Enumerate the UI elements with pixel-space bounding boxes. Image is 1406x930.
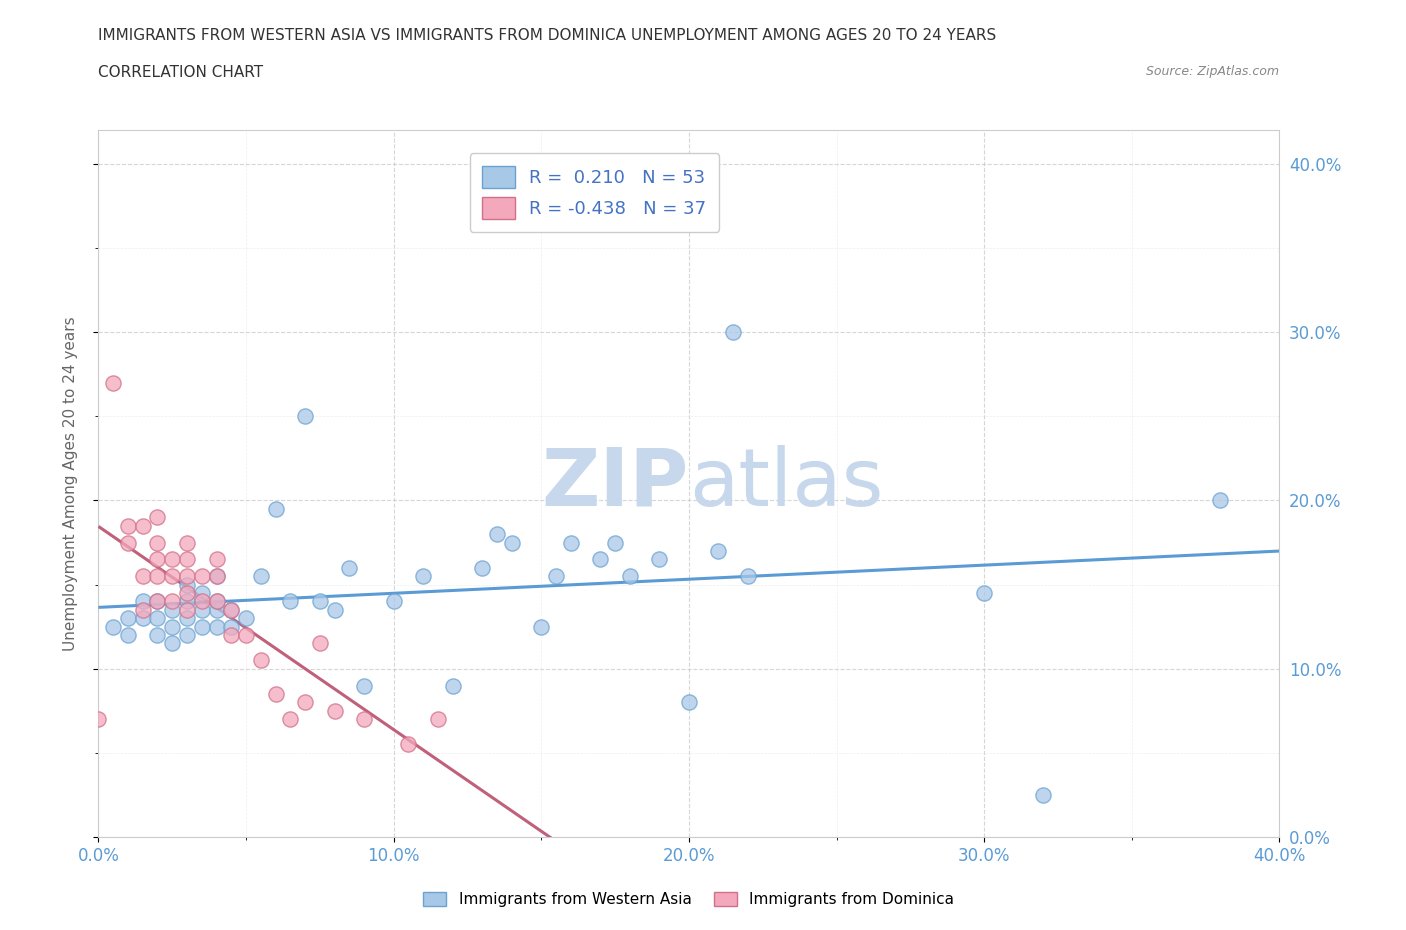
Point: [146, 510, 169, 525]
Point: [589, 551, 612, 566]
Point: [117, 535, 139, 550]
Point: [250, 569, 273, 584]
Point: [132, 611, 155, 626]
Text: atlas: atlas: [689, 445, 883, 523]
Point: [707, 543, 730, 558]
Point: [162, 636, 183, 651]
Point: [87, 711, 110, 726]
Point: [162, 551, 183, 566]
Point: [176, 569, 198, 584]
Legend: R =  0.210   N = 53, R = -0.438   N = 37: R = 0.210 N = 53, R = -0.438 N = 37: [470, 153, 718, 232]
Point: [560, 535, 582, 550]
Point: [176, 586, 198, 601]
Point: [309, 636, 332, 651]
Point: [605, 535, 627, 550]
Point: [205, 603, 228, 618]
Point: [132, 518, 155, 533]
Point: [973, 586, 995, 601]
Point: [723, 325, 745, 339]
Point: [146, 535, 169, 550]
Point: [619, 569, 641, 584]
Point: [162, 594, 183, 609]
Point: [219, 603, 242, 618]
Point: [441, 678, 464, 693]
Point: [353, 711, 375, 726]
Point: [278, 711, 302, 726]
Point: [132, 569, 155, 584]
Y-axis label: Unemployment Among Ages 20 to 24 years: Unemployment Among Ages 20 to 24 years: [63, 316, 77, 651]
Point: [103, 619, 125, 634]
Point: [546, 569, 568, 584]
Point: [1209, 493, 1232, 508]
Point: [117, 518, 139, 533]
Point: [205, 594, 228, 609]
Text: CORRELATION CHART: CORRELATION CHART: [98, 65, 263, 80]
Point: [146, 569, 169, 584]
Point: [412, 569, 434, 584]
Point: [294, 409, 316, 424]
Point: [471, 560, 494, 575]
Point: [678, 695, 700, 710]
Point: [146, 611, 169, 626]
Point: [323, 603, 346, 618]
Point: [339, 560, 360, 575]
Point: [737, 569, 759, 584]
Point: [382, 594, 405, 609]
Point: [235, 611, 257, 626]
Point: [132, 594, 155, 609]
Point: [117, 611, 139, 626]
Text: IMMIGRANTS FROM WESTERN ASIA VS IMMIGRANTS FROM DOMINICA UNEMPLOYMENT AMONG AGES: IMMIGRANTS FROM WESTERN ASIA VS IMMIGRAN…: [98, 28, 997, 43]
Text: Source: ZipAtlas.com: Source: ZipAtlas.com: [1146, 65, 1279, 78]
Point: [146, 628, 169, 643]
Point: [309, 594, 332, 609]
Point: [191, 569, 214, 584]
Point: [146, 594, 169, 609]
Point: [205, 619, 228, 634]
Point: [486, 526, 509, 541]
Legend: Immigrants from Western Asia, Immigrants from Dominica: Immigrants from Western Asia, Immigrants…: [418, 885, 960, 913]
Point: [191, 603, 214, 618]
Point: [205, 569, 228, 584]
Point: [132, 603, 155, 618]
Point: [250, 653, 273, 668]
Point: [235, 628, 257, 643]
Point: [146, 551, 169, 566]
Text: ZIP: ZIP: [541, 445, 689, 523]
Point: [219, 628, 242, 643]
Point: [294, 695, 316, 710]
Point: [205, 551, 228, 566]
Point: [191, 594, 214, 609]
Point: [162, 603, 183, 618]
Point: [427, 711, 450, 726]
Point: [219, 603, 242, 618]
Point: [117, 628, 139, 643]
Point: [146, 594, 169, 609]
Point: [205, 594, 228, 609]
Point: [353, 678, 375, 693]
Point: [176, 535, 198, 550]
Point: [1032, 788, 1054, 803]
Point: [264, 686, 287, 701]
Point: [162, 569, 183, 584]
Point: [205, 569, 228, 584]
Point: [103, 375, 125, 390]
Point: [176, 551, 198, 566]
Point: [176, 611, 198, 626]
Point: [176, 578, 198, 592]
Point: [278, 594, 302, 609]
Point: [162, 619, 183, 634]
Point: [219, 619, 242, 634]
Point: [501, 535, 523, 550]
Point: [176, 628, 198, 643]
Point: [530, 619, 553, 634]
Point: [191, 586, 214, 601]
Point: [176, 594, 198, 609]
Point: [396, 737, 419, 751]
Point: [648, 551, 671, 566]
Point: [176, 603, 198, 618]
Point: [323, 703, 346, 718]
Point: [191, 619, 214, 634]
Point: [264, 501, 287, 516]
